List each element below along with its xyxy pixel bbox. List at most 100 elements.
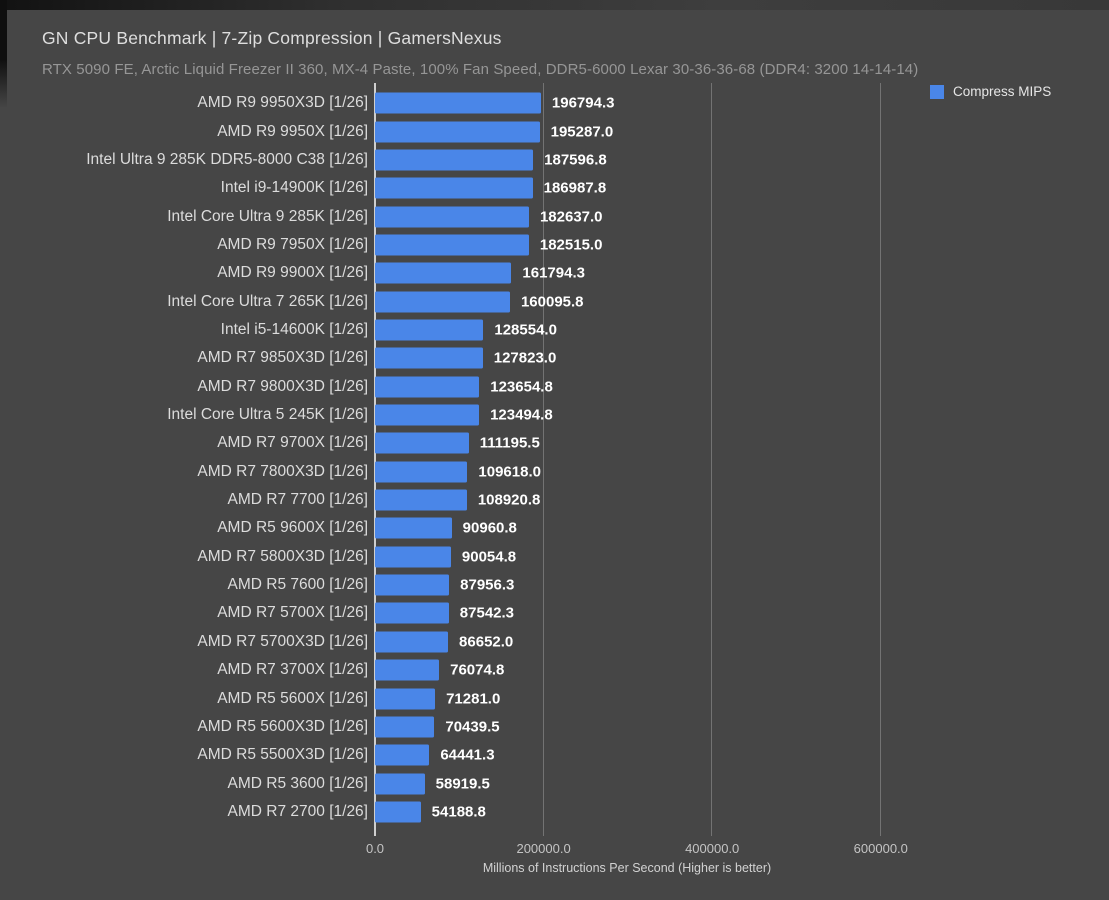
bar-value-label: 187596.8 bbox=[544, 151, 607, 169]
bar bbox=[375, 347, 483, 369]
bar-value-label: 160095.8 bbox=[520, 293, 584, 311]
bar bbox=[375, 489, 467, 511]
top-letterbox-strip bbox=[0, 0, 1109, 10]
bar-row: AMD R7 5800X3D [1/26] 90054.8 bbox=[0, 543, 1109, 571]
bar-row-label: AMD R9 9950X3D [1/26] bbox=[197, 94, 368, 112]
bar-row: AMD R7 9800X3D [1/26] 123654.8 bbox=[0, 373, 1109, 401]
bar-value-label: 123494.8 bbox=[490, 406, 553, 424]
bar bbox=[375, 801, 421, 823]
bar-row-label: AMD R7 9700X [1/26] bbox=[217, 434, 368, 452]
bar bbox=[375, 206, 529, 228]
bar-row-label: AMD R9 9900X [1/26] bbox=[217, 264, 368, 282]
bar-row: AMD R7 2700 [1/26] 54188.8 bbox=[0, 798, 1109, 826]
x-tick-label: 600000.0 bbox=[853, 841, 908, 856]
bar-value-label: 90054.8 bbox=[461, 548, 517, 566]
bar-value-label: 161794.3 bbox=[522, 264, 585, 282]
bar-row: AMD R7 3700X [1/26] 76074.8 bbox=[0, 656, 1109, 684]
bar-value-label: 54188.8 bbox=[431, 803, 486, 821]
bar-row: Intel Ultra 9 285K DDR5-8000 C38 [1/26] … bbox=[0, 146, 1109, 174]
bar-value-label: 128554.0 bbox=[494, 321, 557, 339]
bar-value-label: 109618.0 bbox=[478, 463, 541, 481]
bar-row-label: Intel Core Ultra 7 265K [1/26] bbox=[167, 292, 368, 310]
bar-row-label: Intel Core Ultra 5 245K [1/26] bbox=[167, 406, 368, 424]
bar-row-label: AMD R7 9800X3D [1/26] bbox=[197, 377, 368, 395]
bar-row-label: Intel Ultra 9 285K DDR5-8000 C38 [1/26] bbox=[86, 150, 368, 168]
bar bbox=[375, 376, 480, 398]
bar-row-label: AMD R7 3700X [1/26] bbox=[217, 661, 368, 679]
bar-value-label: 90960.8 bbox=[462, 519, 517, 537]
bar-row-label: AMD R5 5600X3D [1/26] bbox=[197, 717, 368, 735]
bar bbox=[375, 461, 468, 483]
bar bbox=[375, 291, 510, 313]
x-gridline bbox=[879, 83, 881, 836]
bar-value-label: 111195.5 bbox=[479, 434, 540, 452]
bar-row: Intel Core Ultra 9 285K [1/26] 182637.0 bbox=[0, 202, 1109, 230]
bar-row: AMD R7 9700X [1/26] 111195.5 bbox=[0, 429, 1109, 457]
bar bbox=[375, 92, 541, 114]
bar-value-label: 195287.0 bbox=[550, 123, 614, 141]
x-gridline bbox=[542, 83, 544, 836]
bar-row: Intel i5-14600K [1/26] 128554.0 bbox=[0, 316, 1109, 344]
bar-value-label: 64441.3 bbox=[440, 746, 495, 764]
bar-row-label: AMD R5 9600X [1/26] bbox=[217, 519, 368, 537]
bar-row: Intel i9-14900K [1/26] 186987.8 bbox=[0, 174, 1109, 202]
bar-row: Intel Core Ultra 7 265K [1/26] 160095.8 bbox=[0, 287, 1109, 315]
bar-row: AMD R9 9900X [1/26] 161794.3 bbox=[0, 259, 1109, 287]
bar-value-label: 87542.3 bbox=[459, 604, 515, 622]
bar-value-label: 58919.5 bbox=[435, 775, 490, 793]
x-tick-label: 0.0 bbox=[365, 841, 385, 856]
bar bbox=[375, 688, 436, 710]
bar bbox=[375, 659, 440, 681]
bar-value-label: 196794.3 bbox=[551, 94, 615, 112]
bar-row: AMD R5 3600 [1/26] 58919.5 bbox=[0, 769, 1109, 797]
bar-value-label: 76074.8 bbox=[450, 661, 505, 679]
bar-row-label: Intel i5-14600K [1/26] bbox=[220, 320, 368, 338]
legend-swatch-icon bbox=[930, 84, 944, 99]
bar-row-label: AMD R7 7700 [1/26] bbox=[227, 491, 368, 509]
bar bbox=[375, 121, 540, 143]
bar-row-label: AMD R7 2700 [1/26] bbox=[227, 802, 368, 820]
bar bbox=[375, 517, 452, 539]
bar-row: AMD R5 5500X3D [1/26] 64441.3 bbox=[0, 741, 1109, 769]
x-tick-label: 200000.0 bbox=[516, 841, 571, 856]
bar-row: AMD R5 7600 [1/26] 87956.3 bbox=[0, 571, 1109, 599]
bar bbox=[375, 602, 449, 624]
bar bbox=[375, 716, 435, 738]
bar-row-label: AMD R5 5500X3D [1/26] bbox=[197, 746, 368, 764]
chart-subtitle: RTX 5090 FE, Arctic Liquid Freezer II 36… bbox=[42, 61, 919, 78]
bar-row: AMD R9 9950X3D [1/26] 196794.3 bbox=[0, 89, 1109, 117]
bar bbox=[375, 546, 451, 568]
bar-value-label: 127823.0 bbox=[493, 349, 557, 367]
bar-row-label: AMD R5 5600X [1/26] bbox=[217, 689, 368, 707]
bar-value-label: 182637.0 bbox=[539, 208, 603, 226]
bar-value-label: 70439.5 bbox=[445, 718, 500, 736]
bar bbox=[375, 404, 480, 426]
bar-row: AMD R7 9850X3D [1/26] 127823.0 bbox=[0, 344, 1109, 372]
bar-row-label: AMD R7 7800X3D [1/26] bbox=[197, 462, 368, 480]
bar-row: AMD R9 9950X [1/26] 195287.0 bbox=[0, 117, 1109, 145]
bar bbox=[375, 574, 450, 596]
bar bbox=[375, 773, 425, 795]
bar-row-label: AMD R7 5800X3D [1/26] bbox=[197, 547, 368, 565]
bar-row: AMD R7 7700 [1/26] 108920.8 bbox=[0, 486, 1109, 514]
left-corner-vignette bbox=[0, 0, 7, 108]
bar-row: AMD R7 7800X3D [1/26] 109618.0 bbox=[0, 458, 1109, 486]
legend: Compress MIPS bbox=[930, 84, 1051, 99]
bar bbox=[375, 149, 534, 171]
bar-value-label: 71281.0 bbox=[446, 690, 501, 708]
bar-row: AMD R5 9600X [1/26] 90960.8 bbox=[0, 514, 1109, 542]
bar-row: AMD R5 5600X [1/26] 71281.0 bbox=[0, 684, 1109, 712]
bar-row-label: AMD R5 7600 [1/26] bbox=[227, 576, 368, 594]
bar-value-label: 87956.3 bbox=[460, 576, 515, 594]
bar-row: AMD R7 5700X3D [1/26] 86652.0 bbox=[0, 628, 1109, 656]
bar-row-label: AMD R7 9850X3D [1/26] bbox=[197, 349, 368, 367]
x-gridline bbox=[711, 83, 713, 836]
bar bbox=[375, 432, 469, 454]
bar-row: Intel Core Ultra 5 245K [1/26] 123494.8 bbox=[0, 401, 1109, 429]
bar-value-label: 182515.0 bbox=[539, 236, 603, 254]
bar bbox=[375, 177, 533, 199]
legend-label: Compress MIPS bbox=[953, 84, 1052, 99]
bar-value-label: 186987.8 bbox=[543, 179, 607, 197]
